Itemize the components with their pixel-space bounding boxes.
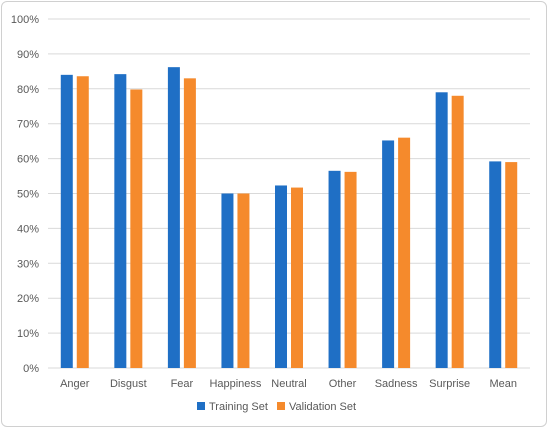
bar-validation-sadness bbox=[398, 137, 411, 368]
y-axis-ticks: 0% 10% 20% 30% 40% 50% 60% 70% 80% 90% 100% bbox=[11, 14, 39, 375]
legend-label: Training Set bbox=[209, 401, 268, 413]
legend-swatch bbox=[277, 402, 285, 410]
x-tick-label: Disgust bbox=[110, 378, 147, 390]
bar-training-other bbox=[328, 170, 341, 368]
bar-training-fear bbox=[167, 67, 180, 369]
bar-validation-anger bbox=[76, 76, 89, 369]
y-tick-label: 100% bbox=[11, 14, 39, 26]
y-tick-label: 50% bbox=[17, 189, 39, 201]
y-tick-label: 20% bbox=[17, 293, 39, 305]
y-tick-label: 40% bbox=[17, 223, 39, 235]
bar-validation-disgust bbox=[130, 89, 143, 369]
bar-training-sadness bbox=[382, 140, 395, 368]
bar-training-disgust bbox=[114, 74, 127, 368]
x-tick-label: Anger bbox=[60, 378, 90, 390]
bar-training-mean bbox=[489, 161, 502, 368]
bar-validation-other bbox=[344, 171, 357, 368]
y-tick-label: 90% bbox=[17, 49, 39, 61]
y-tick-label: 80% bbox=[17, 84, 39, 96]
legend: Training Set Validation Set bbox=[197, 401, 356, 413]
y-tick-label: 30% bbox=[17, 258, 39, 270]
bars bbox=[60, 67, 518, 369]
x-tick-label: Other bbox=[329, 378, 357, 390]
bar-training-neutral bbox=[275, 185, 287, 368]
bar-validation-fear bbox=[183, 78, 196, 368]
x-tick-label: Fear bbox=[171, 378, 194, 390]
bar-validation-surprise bbox=[451, 95, 464, 368]
bar-validation-happiness bbox=[237, 193, 250, 368]
y-tick-label: 10% bbox=[17, 328, 39, 340]
gridlines bbox=[48, 18, 530, 369]
x-axis-ticks: Anger Disgust Fear Happiness Neutral Other Sad… bbox=[60, 378, 517, 390]
bar-validation-mean bbox=[505, 162, 518, 368]
y-tick-label: 60% bbox=[17, 154, 39, 166]
y-tick-label: 70% bbox=[17, 119, 39, 131]
x-tick-label: Sadness bbox=[375, 378, 418, 390]
x-tick-label: Mean bbox=[489, 378, 517, 390]
legend-label: Validation Set bbox=[289, 401, 356, 413]
x-tick-label: Surprise bbox=[429, 378, 470, 390]
bar-validation-neutral bbox=[291, 187, 303, 368]
y-tick-label: 0% bbox=[23, 363, 39, 375]
legend-swatch bbox=[197, 402, 205, 410]
bar-training-surprise bbox=[435, 92, 448, 368]
x-tick-label: Happiness bbox=[209, 378, 261, 390]
x-tick-label: Neutral bbox=[271, 378, 306, 390]
bar-training-happiness bbox=[221, 193, 234, 368]
bar-training-anger bbox=[60, 74, 73, 368]
